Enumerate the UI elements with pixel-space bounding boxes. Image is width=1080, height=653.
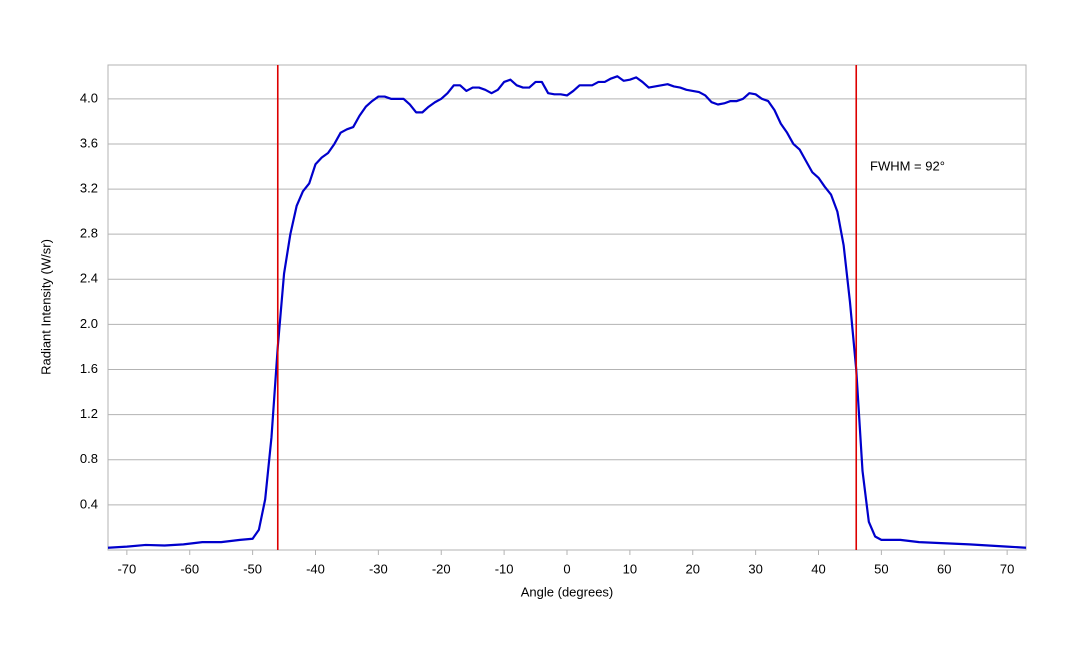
y-tick-label: 1.2 — [80, 406, 98, 421]
x-tick-label: -70 — [117, 561, 136, 576]
annotation: FWHM = 92° — [870, 158, 945, 173]
x-tick-label: -60 — [180, 561, 199, 576]
y-tick-label: 2.4 — [80, 271, 98, 286]
x-tick-label: -50 — [243, 561, 262, 576]
x-tick-label: 60 — [937, 561, 951, 576]
x-tick-label: 0 — [563, 561, 570, 576]
x-tick-label: 40 — [811, 561, 825, 576]
x-tick-label: -20 — [432, 561, 451, 576]
y-tick-label: 2.0 — [80, 316, 98, 331]
y-tick-label: 3.6 — [80, 135, 98, 150]
y-tick-label: 2.8 — [80, 226, 98, 241]
data-line — [107, 75, 1027, 549]
y-tick-label: 0.4 — [80, 496, 98, 511]
x-tick-label: 20 — [686, 561, 700, 576]
y-tick-label: 0.8 — [80, 451, 98, 466]
x-tick-label: -10 — [495, 561, 514, 576]
plot-frame — [107, 64, 1027, 551]
x-tick-label: -40 — [306, 561, 325, 576]
x-tick-label: 10 — [623, 561, 637, 576]
y-tick-label: 3.2 — [80, 181, 98, 196]
x-tick-label: 50 — [874, 561, 888, 576]
x-tick-label: -30 — [369, 561, 388, 576]
x-axis-label: Angle (degrees) — [521, 584, 614, 599]
x-tick-label: 30 — [748, 561, 762, 576]
x-tick-label: 70 — [1000, 561, 1014, 576]
y-tick-label: 4.0 — [80, 90, 98, 105]
y-axis-label: Radiant Intensity (W/sr) — [38, 239, 53, 375]
y-tick-label: 1.6 — [80, 361, 98, 376]
